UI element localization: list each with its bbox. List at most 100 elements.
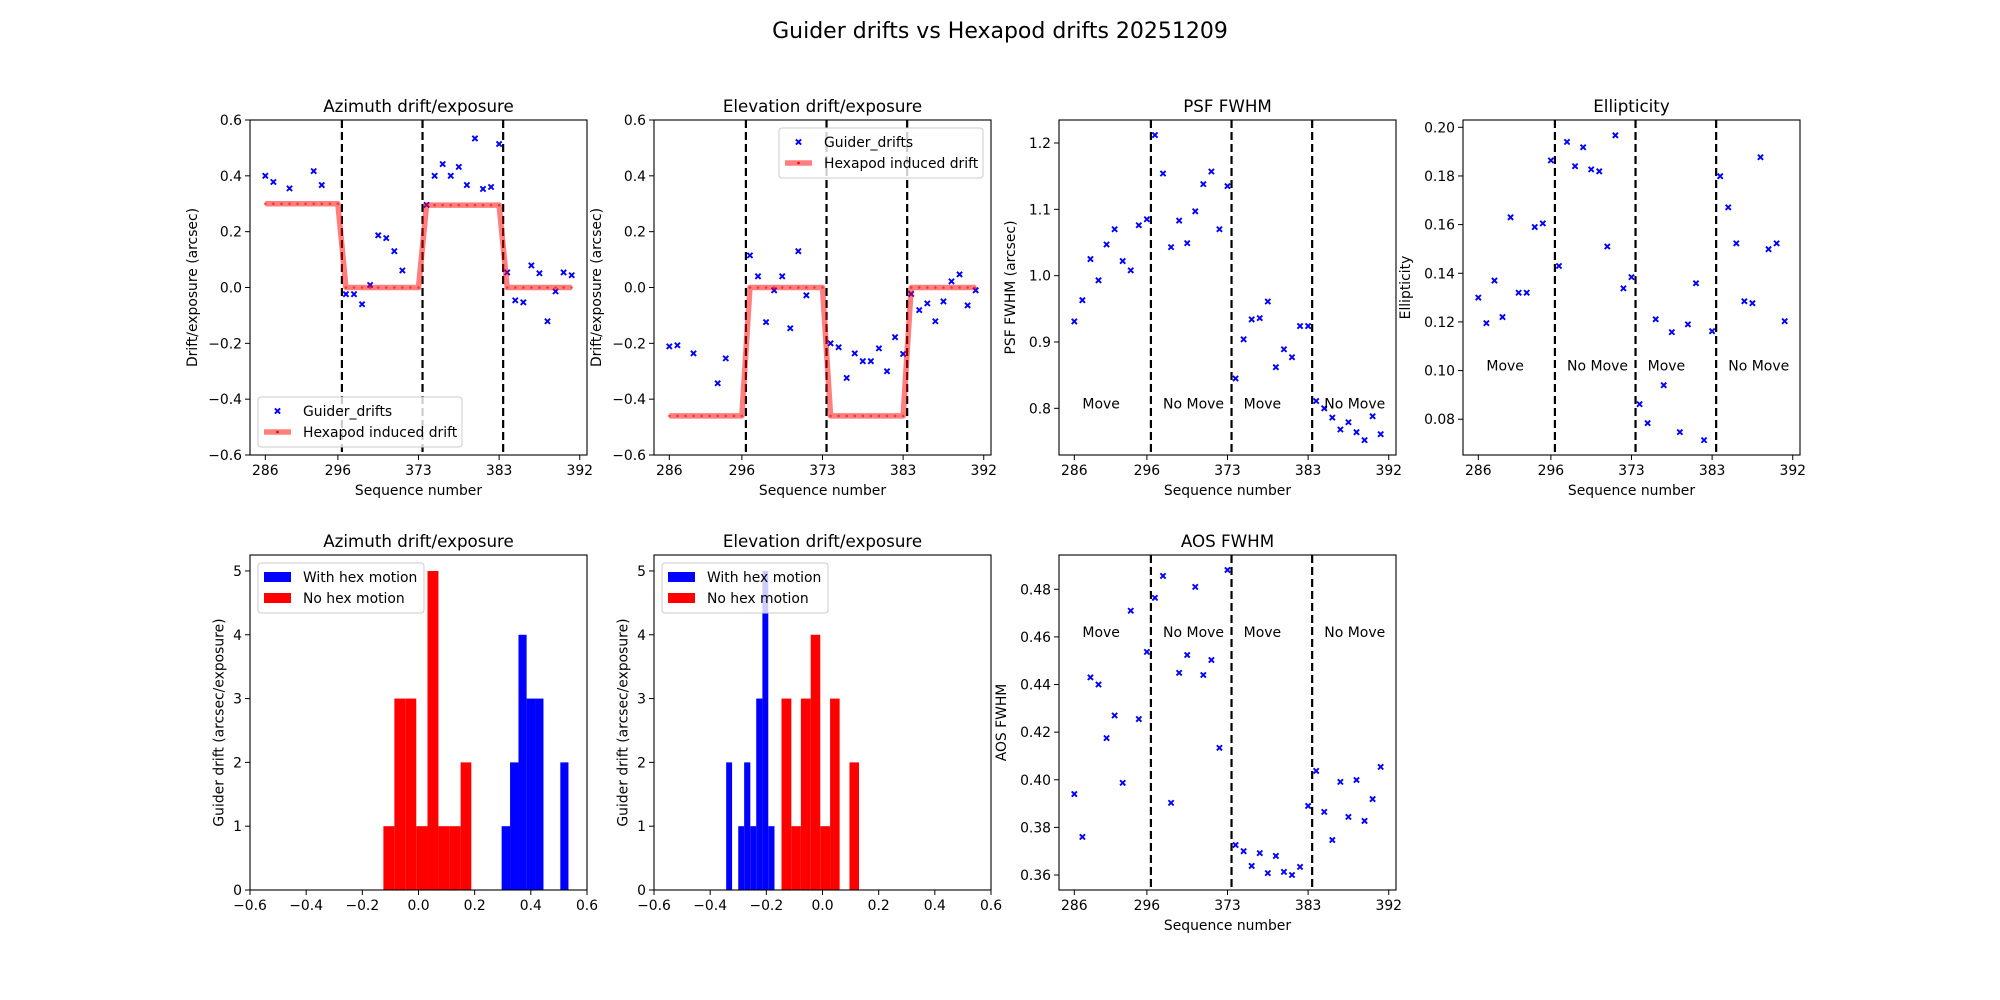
x-tick-label: 392 [1375,463,1402,479]
hexapod-drift-point [417,286,420,289]
data-point-marker [1692,279,1700,287]
histogram-bar [427,570,439,890]
hexapod-drift-point [756,286,760,289]
legend-label: With hex motion [707,570,821,586]
data-point-marker [1264,869,1272,877]
data-point-marker [1555,262,1563,270]
y-tick-label: 0.46 [1020,630,1051,646]
histogram-bar [750,826,757,890]
data-point-marker [1183,651,1191,659]
data-point-marker [1143,648,1151,656]
x-tick-label: 296 [1134,898,1161,914]
region-annotation: No Move [1324,625,1385,641]
data-point-marker [1079,833,1086,841]
x-tick-label: 286 [656,463,683,479]
data-point-marker [1200,671,1207,679]
hexapod-drift-point [716,414,719,418]
hexapod-drift-point [934,286,937,289]
hexapod-drift-point [676,414,679,418]
y-axis-label: PSF FWHM (arcsec) [1003,221,1019,355]
data-point-marker [1329,836,1336,844]
data-point-marker [1361,817,1368,825]
hexapod-drift-point [393,286,396,289]
data-point-marker [1361,436,1368,444]
region-annotation: Move [1082,396,1120,412]
y-tick-label: 0.10 [1424,364,1455,380]
hexapod-drift-point [917,286,921,289]
data-point-marker [1151,131,1159,139]
data-point-marker [455,163,463,171]
x-tick-label: 383 [1295,898,1322,914]
x-tick-label: 296 [1134,463,1161,479]
y-tick-label: 0.38 [1020,820,1051,836]
legend-label: Guider_drifts [824,135,913,151]
x-axis-label: Sequence number [1164,918,1291,934]
y-tick-label: 1.1 [1029,202,1051,218]
data-point-marker [1337,778,1344,786]
histogram-bar [510,762,519,890]
data-point-marker [382,234,390,242]
data-point-marker [1636,400,1643,408]
x-tick-label: 392 [970,463,997,479]
data-point-marker [1216,744,1223,752]
data-point-marker [1676,428,1684,436]
hexapod-drift-point [684,414,687,418]
legend: Guider_drifts Hexapod induced drift [257,396,463,448]
data-point-marker [1781,317,1788,325]
hexapod-drift-point [837,414,840,418]
hexapod-drift-point [780,286,784,289]
hexapod-drift-point [764,286,768,289]
data-point-marker [495,140,503,148]
hexapod-drift-point [296,202,299,206]
data-point-marker [1539,220,1547,227]
data-point-marker [1288,871,1296,879]
data-point-marker [1329,414,1336,421]
data-point-marker [956,271,963,278]
hexapod-drift-point [700,414,703,418]
histogram-bar [810,634,821,890]
data-point-marker [1175,217,1183,224]
data-point-marker [1595,168,1603,175]
legend-swatch [264,572,291,582]
data-point-marker [1095,681,1102,688]
data-point-marker [1272,852,1280,860]
x-tick-label: 373 [1618,463,1645,479]
histogram-bar [449,826,461,890]
data-point-marker [439,160,446,168]
x-tick-label: 383 [890,463,917,479]
y-tick-label: 2 [637,755,646,771]
x-tick-label: 286 [1465,463,1492,479]
subplot-4: −0.6 −0.4 −0.2 0.0 0.2 0.4 0.6 0 1 2 3 4 5 Azimuth dr… [211,531,598,914]
data-point-marker [1095,277,1102,284]
y-tick-label: 0.6 [624,113,646,129]
data-point-marker [1248,316,1255,323]
data-point-marker [1183,239,1191,247]
hexapod-drift-point [797,286,800,289]
y-tick-label: −0.2 [612,336,646,352]
data-point-marker [1757,153,1764,161]
x-tick-label: 286 [1061,898,1088,914]
data-point-marker [1369,412,1376,420]
x-tick-label: 0.4 [520,898,542,914]
hexapod-drift-point [668,414,671,418]
hexapod-drift-point [926,286,929,289]
data-point-marker [1320,808,1328,816]
histogram-bar [501,826,511,890]
data-point-marker [1523,289,1530,297]
data-point-marker [795,247,802,255]
histogram-bar [756,698,763,890]
histogram-bar [416,826,428,890]
x-tick-label: 286 [1061,463,1088,479]
data-point-marker [310,167,317,175]
data-point-marker [1353,428,1360,436]
data-point-marker [1208,168,1215,175]
legend-box [257,562,425,614]
data-point-marker [1652,315,1659,323]
y-tick-label: 0.4 [220,169,242,185]
data-point-marker [342,290,350,298]
data-point-marker [511,297,519,304]
region-annotation: Move [1648,359,1686,375]
hexapod-drift-point [708,414,711,418]
hexapod-drift-point [821,286,824,289]
